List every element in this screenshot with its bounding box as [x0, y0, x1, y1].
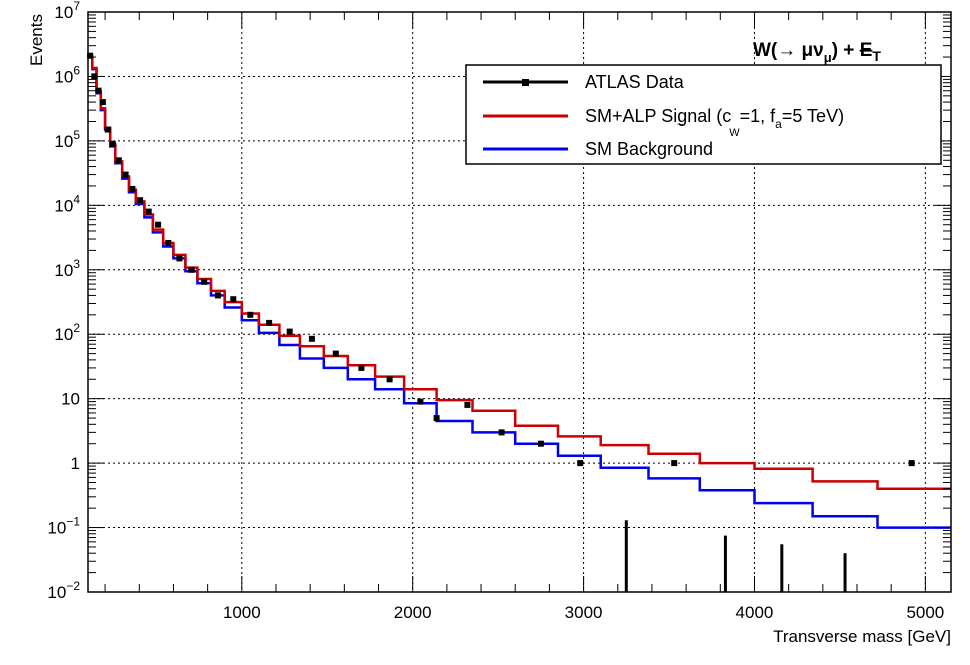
data-point — [247, 311, 254, 318]
x-tick-label: 3000 — [565, 603, 603, 622]
series-layer — [88, 55, 951, 529]
data-point — [498, 429, 505, 436]
data-point — [99, 99, 106, 106]
legend-label-data: ATLAS Data — [585, 72, 685, 92]
legend-tilde-symbol: ~ — [677, 119, 683, 131]
x-tick-label: 4000 — [736, 603, 774, 622]
y-tick-label: 104 — [54, 192, 80, 215]
data-point — [332, 350, 339, 357]
data-point — [230, 296, 237, 303]
data-point — [87, 52, 94, 59]
data-point — [286, 328, 293, 335]
x-axis-title: Transverse mass [GeV] — [773, 627, 951, 646]
y-tick-label: 10−2 — [47, 579, 80, 602]
data-point — [115, 157, 122, 164]
data-point — [308, 335, 315, 342]
data-point — [908, 460, 915, 467]
data-point — [464, 401, 471, 408]
y-tick-label: 10−1 — [47, 515, 80, 538]
marker-layer — [624, 520, 847, 592]
data-point — [137, 197, 144, 204]
legend-item-signal: SM+ALP Signal (c W=1, fa=5 TeV) ~ — [483, 106, 844, 139]
legend-item-background: SM Background — [483, 139, 713, 159]
data-point — [176, 255, 183, 262]
legend-item-data: ATLAS Data — [483, 72, 685, 92]
y-tick-label: 103 — [54, 257, 80, 280]
legend-marker-data — [522, 79, 529, 86]
data-point — [417, 398, 424, 405]
data-point — [266, 319, 273, 326]
data-point — [145, 208, 152, 215]
y-axis-title: Events — [27, 14, 46, 66]
data-point — [671, 460, 678, 467]
y-tick-label: 107 — [54, 0, 80, 22]
y-tick-label: 105 — [54, 128, 80, 151]
data-point — [214, 292, 221, 299]
data-point — [433, 415, 440, 422]
data-point — [129, 185, 136, 192]
y-tick-label: 10 — [61, 390, 80, 409]
plot-frame — [87, 11, 952, 593]
channel-annotation: W(→ μνμ) + ET — [753, 40, 881, 65]
data-point — [188, 266, 195, 273]
y-tick-label: 102 — [54, 321, 80, 344]
data-point — [201, 278, 208, 285]
data-point — [104, 126, 111, 133]
y-tick-label: 106 — [54, 63, 80, 86]
y-tick-label: 1 — [71, 454, 80, 473]
data-point — [122, 171, 129, 178]
data-point — [386, 376, 393, 383]
x-tick-label: 5000 — [906, 603, 944, 622]
data-point — [577, 460, 584, 467]
legend-label-background: SM Background — [585, 139, 713, 159]
legend: ATLAS Data SM+ALP Signal (c W=1, fa=5 TeV… — [465, 64, 942, 165]
data-point — [537, 440, 544, 447]
data-point — [358, 364, 365, 371]
svg-text:W(→ μνμ) + ET: W(→ μνμ) + ET — [753, 40, 881, 65]
data-point — [95, 87, 102, 94]
legend-label-signal: SM+ALP Signal (c W=1, fa=5 TeV) — [585, 106, 844, 139]
data-point — [155, 221, 162, 228]
axis-layer: 10−2 10−1 1 10 102 103 104 105 106 107 1000 2000 300… — [47, 0, 951, 622]
x-tick-label: 1000 — [223, 603, 261, 622]
data-point — [165, 240, 172, 246]
series-sm-alp-signal — [88, 55, 951, 491]
x-tick-label: 2000 — [394, 603, 432, 622]
data-layer — [87, 52, 915, 467]
data-point — [109, 140, 116, 147]
